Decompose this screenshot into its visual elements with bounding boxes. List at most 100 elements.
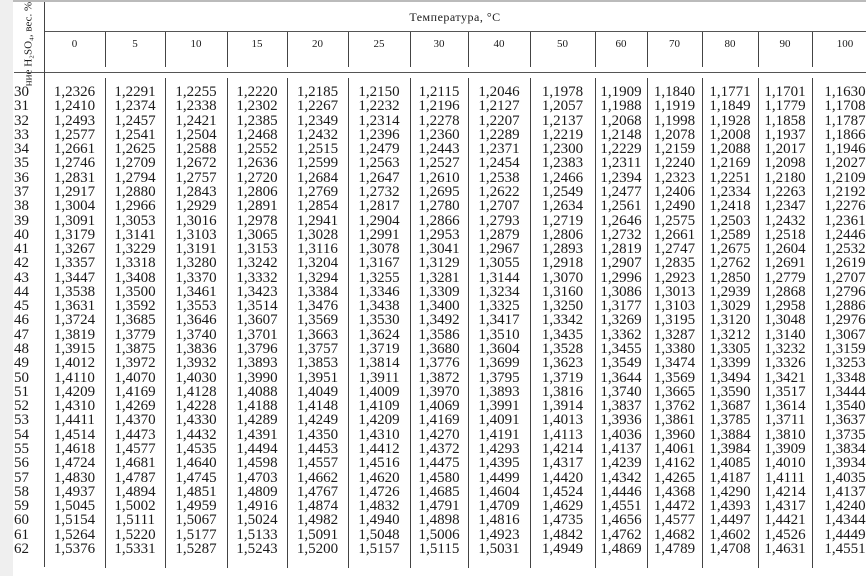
density-cell: 1,4070 bbox=[114, 369, 156, 386]
row-concentration: 47 bbox=[14, 326, 29, 343]
density-cell: 1,4091 bbox=[478, 412, 520, 429]
density-cell: 1,5331 bbox=[114, 540, 156, 557]
density-cell: 1,2720 bbox=[236, 169, 278, 186]
density-cell: 1,2599 bbox=[296, 155, 339, 172]
density-cell: 1,3357 bbox=[53, 255, 96, 272]
density-cell: 1,3129 bbox=[418, 255, 460, 272]
scan-margin bbox=[0, 0, 13, 576]
density-cell: 1,4169 bbox=[418, 412, 460, 429]
density-cell: 1,2302 bbox=[236, 98, 278, 115]
density-cell: 1,4982 bbox=[296, 512, 339, 529]
density-cell: 1,1937 bbox=[764, 126, 806, 143]
density-cell: 1,3530 bbox=[358, 312, 400, 329]
density-cell: 1,2232 bbox=[358, 98, 400, 115]
density-cell: 1,2893 bbox=[541, 241, 584, 258]
column-rule bbox=[647, 78, 648, 568]
density-cell: 1,1928 bbox=[709, 112, 751, 129]
density-cell: 1,4137 bbox=[824, 483, 866, 500]
density-cell: 1,3078 bbox=[358, 241, 400, 258]
density-cell: 1,4148 bbox=[296, 398, 339, 415]
density-cell: 1,5133 bbox=[236, 526, 278, 543]
column-rule bbox=[647, 32, 648, 67]
row-concentration: 33 bbox=[14, 126, 29, 143]
density-cell: 1,5006 bbox=[418, 526, 460, 543]
row-concentration: 59 bbox=[14, 498, 29, 515]
density-cell: 1,2300 bbox=[541, 141, 584, 158]
density-cell: 1,2732 bbox=[600, 226, 642, 243]
density-cell: 1,4604 bbox=[478, 483, 520, 500]
density-cell: 1,4551 bbox=[824, 540, 866, 557]
density-cell: 1,3234 bbox=[478, 283, 520, 300]
density-cell: 1,4289 bbox=[236, 412, 278, 429]
density-cell: 1,3435 bbox=[541, 326, 584, 343]
density-cell: 1,4085 bbox=[709, 455, 751, 472]
density-cell: 1,2709 bbox=[114, 155, 156, 172]
density-cell: 1,3229 bbox=[114, 241, 156, 258]
density-cell: 1,4514 bbox=[53, 426, 96, 443]
density-cell: 1,2127 bbox=[478, 98, 520, 115]
density-cell: 1,2267 bbox=[296, 98, 339, 115]
density-cell: 1,3779 bbox=[114, 326, 156, 343]
density-cell: 1,4239 bbox=[600, 455, 642, 472]
density-cell: 1,2251 bbox=[709, 169, 751, 186]
density-cell: 1,3644 bbox=[600, 369, 642, 386]
density-cell: 1,5115 bbox=[418, 540, 460, 557]
density-cell: 1,3757 bbox=[296, 341, 339, 358]
density-cell: 1,4620 bbox=[358, 469, 400, 486]
density-cell: 1,4191 bbox=[478, 426, 520, 443]
density-cell: 1,3990 bbox=[236, 369, 278, 386]
density-cell: 1,3255 bbox=[358, 269, 400, 286]
density-cell: 1,3991 bbox=[478, 398, 520, 415]
density-cell: 1,3510 bbox=[478, 326, 520, 343]
density-cell: 1,3549 bbox=[600, 355, 642, 372]
density-cell: 1,3960 bbox=[653, 426, 696, 443]
density-cell: 1,2169 bbox=[709, 155, 751, 172]
density-cell: 1,2780 bbox=[418, 198, 460, 215]
density-cell: 1,3232 bbox=[764, 341, 806, 358]
density-cell: 1,2691 bbox=[764, 255, 806, 272]
density-cell: 1,4249 bbox=[296, 412, 339, 429]
density-cell: 1,2661 bbox=[53, 141, 96, 158]
density-cell: 1,3528 bbox=[541, 341, 584, 358]
density-cell: 1,3380 bbox=[653, 341, 696, 358]
density-cell: 1,5376 bbox=[53, 540, 96, 557]
density-cell: 1,3253 bbox=[824, 355, 866, 372]
density-cell: 1,3785 bbox=[709, 412, 751, 429]
density-cell: 1,2192 bbox=[824, 183, 866, 200]
density-cell: 1,3553 bbox=[175, 298, 217, 315]
row-concentration: 58 bbox=[14, 483, 29, 500]
density-cell: 1,2338 bbox=[175, 98, 217, 115]
density-cell: 1,4110 bbox=[54, 369, 95, 386]
density-cell: 1,3592 bbox=[114, 298, 156, 315]
header-bottom-rule bbox=[14, 72, 866, 73]
density-cell: 1,3325 bbox=[478, 298, 520, 315]
density-cell: 1,4293 bbox=[478, 441, 520, 457]
column-rule bbox=[44, 2, 45, 567]
density-cell: 1,5177 bbox=[175, 526, 217, 543]
density-cell: 1,2636 bbox=[236, 155, 278, 172]
row-concentration: 37 bbox=[14, 183, 29, 200]
density-cell: 1,2466 bbox=[541, 169, 584, 186]
density-cell: 1,4916 bbox=[236, 498, 278, 515]
density-cell: 1,4391 bbox=[236, 426, 278, 443]
density-cell: 1,2406 bbox=[653, 183, 696, 200]
density-cell: 1,3370 bbox=[175, 269, 217, 286]
density-cell: 1,4009 bbox=[358, 383, 400, 400]
density-cell: 1,2137 bbox=[541, 112, 584, 129]
density-cell: 1,3623 bbox=[541, 355, 584, 372]
density-cell: 1,1919 bbox=[653, 98, 696, 115]
density-cell: 1,3837 bbox=[600, 398, 642, 415]
row-concentration: 38 bbox=[14, 198, 29, 215]
density-cell: 1,4162 bbox=[653, 455, 696, 472]
column-header-20: 20 bbox=[312, 38, 323, 50]
density-cell: 1,2904 bbox=[358, 212, 400, 229]
density-cell: 1,2675 bbox=[709, 241, 751, 258]
density-cell: 1,4187 bbox=[709, 469, 751, 486]
density-cell: 1,2552 bbox=[236, 141, 278, 158]
density-cell: 1,4618 bbox=[53, 441, 96, 457]
density-cell: 1,4598 bbox=[236, 455, 278, 472]
density-cell: 1,2289 bbox=[478, 126, 520, 143]
density-cell: 1,3204 bbox=[296, 255, 339, 272]
density-cell: 1,1866 bbox=[824, 126, 866, 143]
density-cell: 1,3624 bbox=[358, 326, 400, 343]
